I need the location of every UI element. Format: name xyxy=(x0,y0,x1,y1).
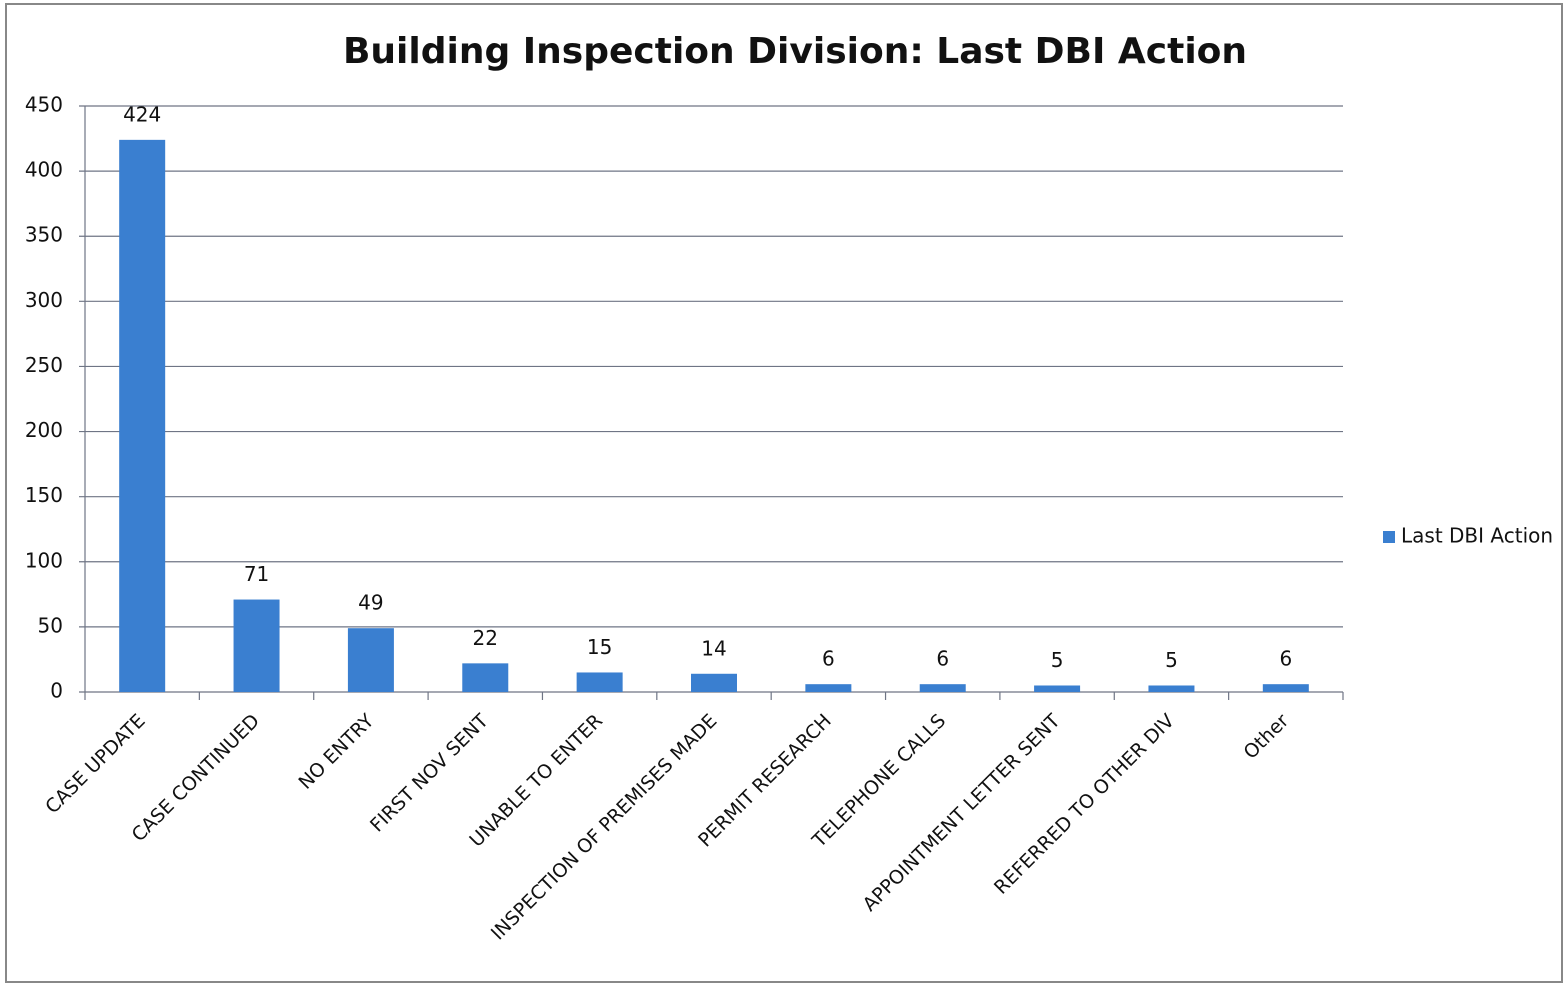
chart-title: Building Inspection Division: Last DBI A… xyxy=(343,31,1247,72)
y-tick-label: 0 xyxy=(50,679,63,703)
y-tick-label: 450 xyxy=(25,93,63,117)
bar xyxy=(347,628,394,692)
data-label: 14 xyxy=(701,636,726,660)
y-tick-label: 100 xyxy=(25,548,63,572)
bar xyxy=(691,673,737,692)
x-tick-label: CASE CONTINUED xyxy=(128,710,264,846)
legend-label: Last DBI Action xyxy=(1401,524,1553,548)
y-tick-label: 250 xyxy=(25,353,63,377)
bar xyxy=(119,139,166,692)
y-tick-label: 150 xyxy=(25,483,63,507)
x-tick-label: CASE UPDATE xyxy=(41,710,149,818)
x-tick-label: APPOINTMENT LETTER SENT xyxy=(859,710,1065,916)
data-label: 49 xyxy=(358,591,383,615)
bar xyxy=(576,672,623,692)
chart-frame xyxy=(5,3,1563,983)
y-tick-label: 300 xyxy=(25,288,63,312)
x-tick-label: REFERRED TO OTHER DIV xyxy=(990,710,1179,899)
bar xyxy=(805,684,852,692)
bar xyxy=(233,599,280,692)
x-tick-label: NO ENTRY xyxy=(294,710,378,794)
data-label: 5 xyxy=(1165,648,1178,672)
data-label: 6 xyxy=(822,647,835,671)
y-tick-label: 400 xyxy=(25,158,63,182)
y-tick-label: 50 xyxy=(38,613,63,637)
legend-swatch xyxy=(1383,531,1395,543)
bar xyxy=(462,663,509,692)
data-label: 5 xyxy=(1051,648,1064,672)
bar xyxy=(1262,684,1309,692)
data-label: 424 xyxy=(123,102,161,126)
x-tick-label: INSPECTION OF PREMISES MADE xyxy=(487,710,722,945)
x-tick-label: FIRST NOV SENT xyxy=(366,710,493,837)
x-tick-label: Other xyxy=(1240,710,1294,764)
y-tick-label: 200 xyxy=(25,418,63,442)
y-tick-label: 350 xyxy=(25,223,63,247)
bar xyxy=(919,684,966,692)
bar xyxy=(1148,685,1195,692)
data-label: 71 xyxy=(244,562,269,586)
data-label: 15 xyxy=(587,635,612,659)
data-label: 22 xyxy=(473,626,498,650)
bar xyxy=(1034,685,1081,692)
data-label: 6 xyxy=(936,647,949,671)
data-label: 6 xyxy=(1279,647,1292,671)
